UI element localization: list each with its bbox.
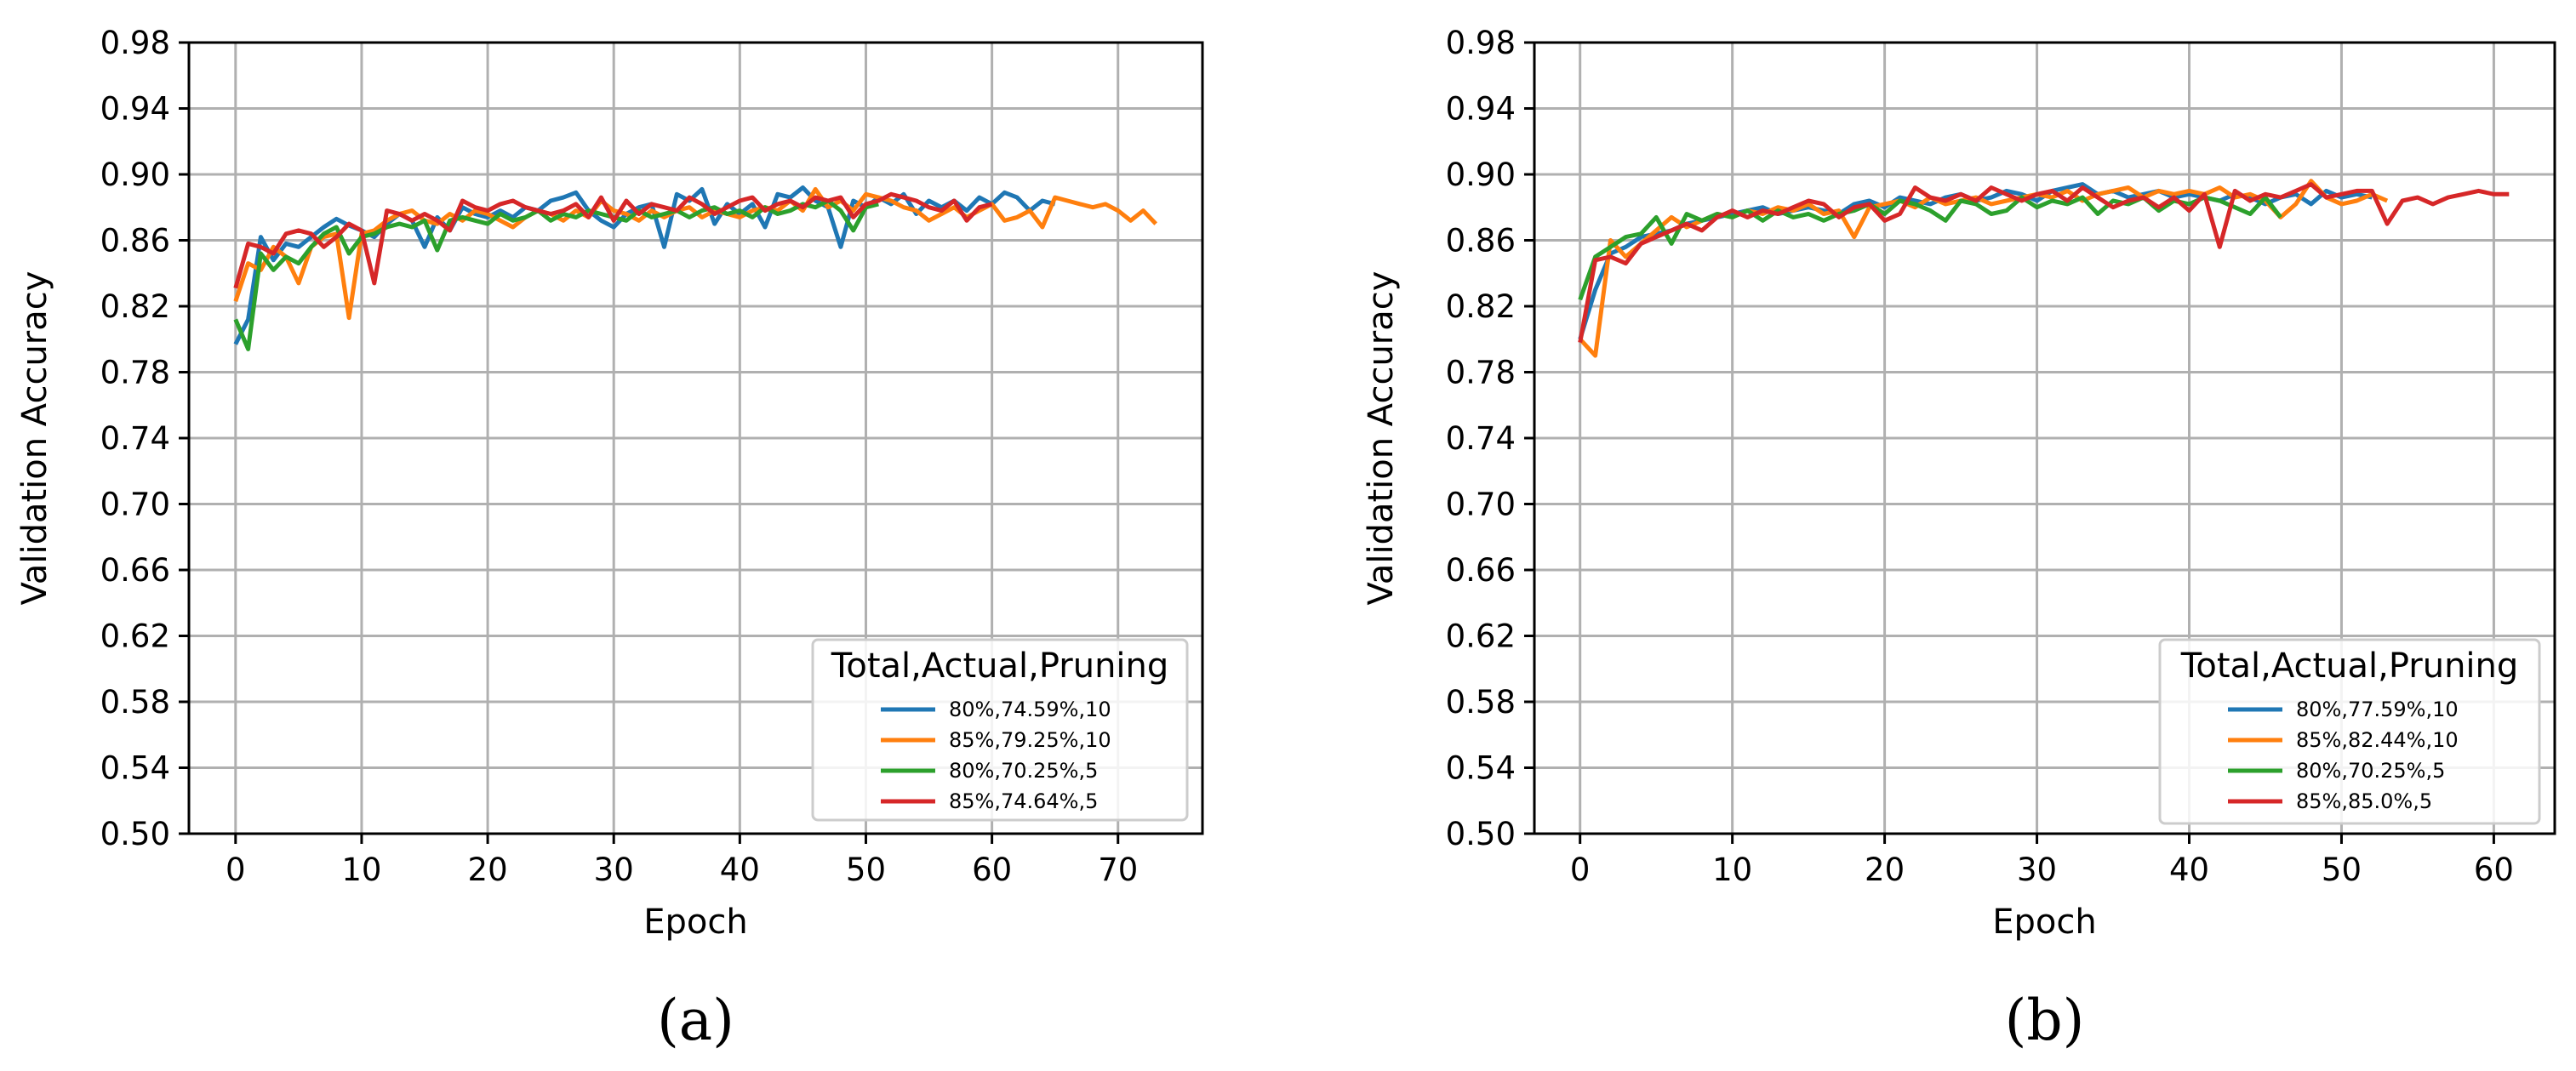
- legend-entry-label: 80%,70.25%,5: [949, 759, 1098, 783]
- y-tick-label: 0.54: [100, 750, 170, 787]
- series-lines: [1578, 179, 2510, 358]
- y-axis-label: Validation Accuracy: [15, 271, 54, 606]
- y-tick-label: 0.62: [100, 618, 170, 655]
- series-line-4: [1578, 182, 2510, 344]
- y-tick-label: 0.54: [1446, 750, 1516, 787]
- x-tick-label: 30: [594, 852, 634, 888]
- x-tick-label: 60: [2474, 852, 2514, 888]
- y-tick-label: 0.70: [1446, 487, 1516, 523]
- x-tick-label: 20: [468, 852, 508, 888]
- y-tick-label: 0.94: [100, 91, 170, 128]
- chart-panel-b: 0 10 20 30 40 50 60 0.50 0.54 0.58 0.62 0.66 0.70 0.7…: [1362, 25, 2556, 1053]
- y-tick-label: 0.62: [1446, 618, 1516, 655]
- y-tick-label: 0.98: [100, 25, 170, 61]
- chart-panel-a: 0 10 20 30 40 50 60 700.500.540.580.620.660.700…: [15, 25, 1204, 1053]
- x-tick-label: 0: [226, 852, 246, 888]
- y-tick-label: 0.58: [1446, 684, 1516, 721]
- legend-entry-label: 85%,74.64%,5: [949, 789, 1098, 813]
- legend-entry-label: 85%,85.0%,5: [2296, 789, 2432, 813]
- y-tick-label: 0.90: [1446, 157, 1516, 193]
- y-tick-label: 0.70: [100, 487, 170, 523]
- x-axis-label: Epoch: [643, 903, 747, 942]
- legend: Total,Actual,Pruning 80%,77.59%,10 85%,82.…: [2158, 638, 2541, 825]
- x-tick-label: 0: [1570, 852, 1591, 888]
- series-line-4: [233, 191, 993, 289]
- y-tick-label: 0.78: [1446, 355, 1516, 391]
- series-line-2: [233, 186, 1158, 321]
- series-lines: [233, 185, 1158, 351]
- legend-box: [2158, 638, 2541, 825]
- y-tick-label: 0.82: [1446, 288, 1516, 325]
- y-tick-label: 0.86: [100, 223, 170, 259]
- x-axis: 0 10 20 30 40 50 60 70: [226, 834, 1138, 888]
- series-line-3: [233, 198, 879, 351]
- y-tick-label: 0.98: [1446, 25, 1516, 61]
- legend-box: [811, 638, 1189, 822]
- y-tick-label: 0.90: [100, 157, 170, 193]
- y-tick-label: 0.74: [100, 420, 170, 457]
- legend-entry-label: 80%,70.25%,5: [2296, 759, 2445, 783]
- legend-title: Total,Actual,Pruning: [831, 647, 1169, 686]
- panel-label: (a): [657, 988, 734, 1053]
- x-tick-label: 50: [2322, 852, 2362, 888]
- y-axis: 0.50 0.54 0.58 0.62 0.66 0.70 0.74 0.78 0.82 0.86…: [1446, 25, 1534, 852]
- y-tick-label: 0.86: [1446, 223, 1516, 259]
- x-tick-label: 10: [341, 852, 381, 888]
- x-tick-label: 60: [972, 852, 1012, 888]
- y-tick-label: 0.82: [100, 288, 170, 325]
- y-tick-label: 0.50: [1446, 816, 1516, 852]
- x-axis: 0 10 20 30 40 50 60: [1570, 834, 2514, 888]
- y-tick-label: 0.74: [1446, 420, 1516, 457]
- series-line-3: [1578, 195, 2282, 301]
- legend-entry-label: 80%,74.59%,10: [949, 698, 1111, 721]
- legend-entry-label: 85%,79.25%,10: [949, 728, 1111, 752]
- grid: [189, 41, 1202, 835]
- x-tick-label: 30: [2017, 852, 2057, 888]
- x-tick-label: 40: [720, 852, 760, 888]
- x-tick-label: 50: [846, 852, 886, 888]
- panel-label: (b): [2005, 988, 2085, 1053]
- legend-entry-label: 80%,77.59%,10: [2296, 698, 2459, 721]
- x-axis-label: Epoch: [1992, 903, 2096, 942]
- x-tick-label: 70: [1098, 852, 1138, 888]
- y-tick-label: 0.78: [100, 355, 170, 391]
- y-tick-label: 0.66: [1446, 552, 1516, 589]
- y-tick-label: 0.50: [100, 816, 170, 852]
- y-tick-label: 0.66: [100, 552, 170, 589]
- x-tick-label: 40: [2169, 852, 2209, 888]
- y-axis: 0.50 0.54 0.58 0.62 0.66 0.70 0.74 0.78 0.82 0.86…: [100, 25, 189, 852]
- x-tick-label: 10: [1712, 852, 1752, 888]
- legend-entry-label: 85%,82.44%,10: [2296, 728, 2459, 752]
- legend-title: Total,Actual,Pruning: [2180, 647, 2519, 686]
- y-tick-label: 0.94: [1446, 91, 1516, 128]
- y-tick-label: 0.58: [100, 684, 170, 721]
- legend: Total,Actual,Pruning 80%,74.59%,10 85%,79.…: [811, 638, 1189, 822]
- x-tick-label: 20: [1865, 852, 1905, 888]
- y-axis-label: Validation Accuracy: [1362, 271, 1401, 606]
